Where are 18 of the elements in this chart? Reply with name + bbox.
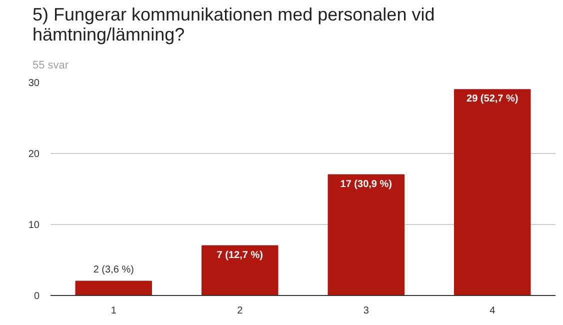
y-tick-label: 10 [28,220,40,231]
bar [75,280,152,296]
bar [202,245,278,296]
bar [454,89,531,296]
y-tick-label: 0 [34,291,40,302]
x-tick-label: 2 [237,306,244,316]
chart-title: 5) Fungerar kommunikationen med personalen vid hämtning/lämning? [32,4,435,44]
x-tick-label: 4 [490,306,496,316]
data-label: 17 (30,9 %) [340,178,392,190]
x-tick-label: 3 [363,306,370,316]
y-tick-label: 30 [28,78,40,89]
data-label: 29 (52,7 %) [466,94,518,105]
bar [328,174,404,296]
x-tick-label: 1 [110,306,117,316]
data-label: 2 (3,6 %) [93,264,134,276]
data-label: 7 (12,7 %) [216,250,263,261]
y-tick-label: 20 [28,149,40,160]
chart-subtitle: 55 svar [32,60,69,72]
